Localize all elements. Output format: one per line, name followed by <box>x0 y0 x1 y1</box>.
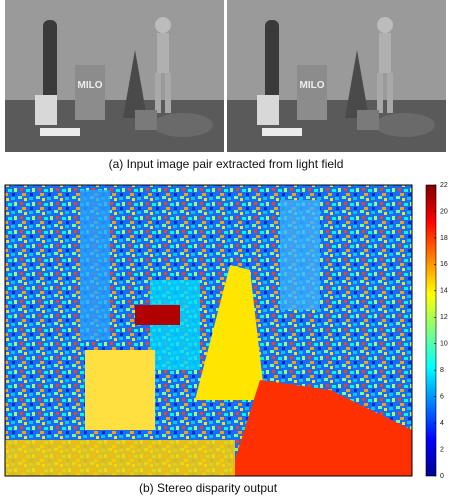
caption-b: (b) Stereo disparity output <box>139 481 278 495</box>
colorbar-tick-label: 0 <box>440 473 444 480</box>
colorbar-tick-label: 16 <box>440 261 448 268</box>
caption-a: (a) Input image pair extracted from ligh… <box>109 157 344 171</box>
colorbar-tick-label: 10 <box>440 341 448 348</box>
disparity-map <box>5 185 412 476</box>
input-right <box>227 0 446 152</box>
input-left <box>5 0 224 152</box>
colorbar-tick-label: 14 <box>440 288 448 295</box>
colorbar <box>426 185 436 476</box>
colorbar-tick-label: 6 <box>440 393 444 400</box>
colorbar-tick-label: 22 <box>440 182 448 189</box>
colorbar-tick-label: 2 <box>440 446 444 453</box>
colorbar-tick-label: 4 <box>440 420 444 427</box>
figure: MILO (a) Input image pair extracted from… <box>0 0 451 500</box>
colorbar-tick-label: 18 <box>440 235 448 242</box>
colorbar-tick-label: 20 <box>440 208 448 215</box>
colorbar-tick-label: 12 <box>440 314 448 321</box>
colorbar-tick-label: 8 <box>440 367 444 374</box>
